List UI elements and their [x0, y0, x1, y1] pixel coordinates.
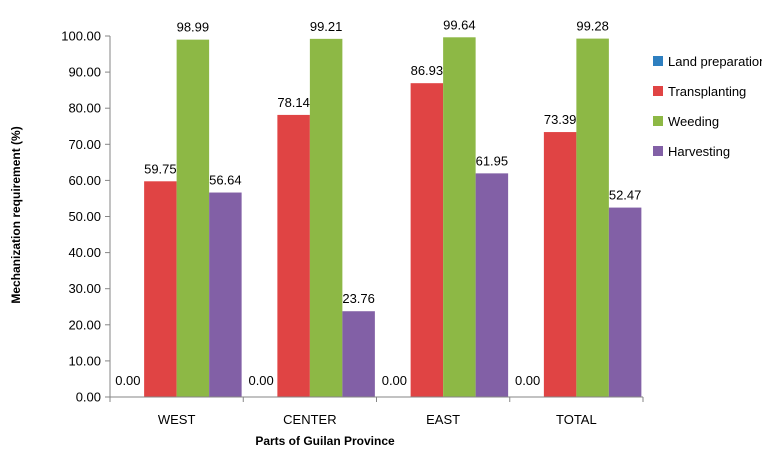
x-axis-title: Parts of Guilan Province — [255, 434, 395, 448]
legend-label-transplanting: Transplanting — [668, 84, 746, 99]
y-tick-label: 60.00 — [68, 173, 101, 188]
bar-weeding-east — [443, 37, 476, 398]
bar-transplanting-center — [277, 114, 310, 397]
bar-harvesting-center — [342, 311, 375, 397]
data-label-land-preparation-west: 0.00 — [115, 373, 140, 388]
data-label-transplanting-east: 86.93 — [411, 63, 444, 78]
data-label-weeding-center: 99.21 — [310, 19, 343, 34]
data-label-land-preparation-east: 0.00 — [382, 373, 407, 388]
x-tick-label-total: TOTAL — [556, 412, 597, 427]
legend: Land preparation Transplanting Weeding Harv… — [653, 54, 762, 159]
bar-harvesting-total — [608, 207, 642, 397]
x-axis-ticks: WEST CENTER EAST TOTAL — [109, 397, 644, 427]
legend-swatch-harvesting — [653, 146, 663, 156]
legend-swatch-land-preparation — [653, 56, 663, 66]
data-label-land-preparation-center: 0.00 — [248, 373, 273, 388]
data-label-harvesting-west: 56.64 — [209, 173, 242, 188]
legend-swatch-transplanting — [653, 86, 663, 96]
y-tick-label: 90.00 — [68, 65, 101, 80]
y-tick-label: 10.00 — [68, 353, 101, 368]
y-tick-label: 50.00 — [68, 209, 101, 224]
data-label-transplanting-west: 59.75 — [144, 161, 177, 176]
legend-label-weeding: Weeding — [668, 114, 719, 129]
y-tick-label: 80.00 — [68, 101, 101, 116]
data-label-weeding-west: 98.99 — [177, 20, 210, 35]
data-label-harvesting-center: 23.76 — [342, 291, 375, 306]
y-tick-label: 70.00 — [68, 137, 101, 152]
legend-label-harvesting: Harvesting — [668, 144, 730, 159]
data-label-harvesting-total: 52.47 — [609, 188, 642, 203]
y-axis-title: Mechanization requirement (%) — [9, 126, 23, 303]
data-label-harvesting-east: 61.95 — [476, 153, 509, 168]
data-label-weeding-total: 99.28 — [576, 19, 609, 34]
y-tick-label: 20.00 — [68, 317, 101, 332]
y-tick-label: 40.00 — [68, 245, 101, 260]
x-tick-label-center: CENTER — [283, 412, 336, 427]
y-axis-ticks: 0.00 10.00 20.00 30.00 40.00 50.00 60.00 70.00 8… — [61, 29, 110, 405]
bars — [144, 37, 642, 398]
data-label-weeding-east: 99.64 — [443, 17, 476, 32]
bar-harvesting-east — [475, 173, 509, 397]
bar-transplanting-east — [410, 83, 444, 397]
data-label-transplanting-total: 73.39 — [544, 112, 577, 127]
y-tick-label: 100.00 — [61, 29, 101, 44]
x-tick-label-east: EAST — [426, 412, 460, 427]
legend-swatch-weeding — [653, 116, 663, 126]
x-tick-label-west: WEST — [158, 412, 196, 427]
bar-transplanting-total — [543, 132, 577, 397]
y-tick-label: 30.00 — [68, 281, 101, 296]
data-labels: 0.00 59.75 98.99 56.64 0.00 78.14 99.21 23.76 0.… — [115, 17, 641, 388]
data-label-land-preparation-total: 0.00 — [515, 373, 540, 388]
bar-weeding-total — [576, 38, 609, 397]
legend-label-land-preparation: Land preparation — [668, 54, 762, 69]
bar-weeding-center — [309, 38, 343, 397]
bar-transplanting-west — [144, 181, 177, 397]
y-tick-label: 0.00 — [76, 390, 101, 405]
bar-harvesting-west — [209, 192, 242, 397]
bar-weeding-west — [176, 39, 210, 398]
data-label-transplanting-center: 78.14 — [277, 95, 310, 110]
